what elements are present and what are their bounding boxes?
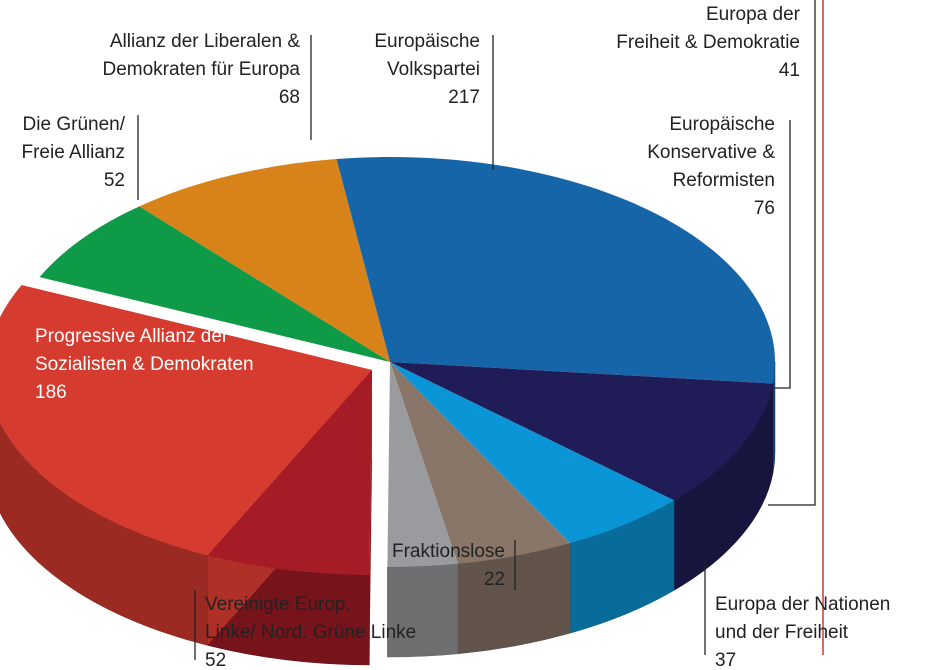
leader-line bbox=[775, 120, 791, 389]
slice-label: Demokraten für Europa bbox=[103, 59, 301, 80]
slice bbox=[336, 157, 775, 384]
slice-label: Europa der Nationen bbox=[715, 594, 890, 615]
slice-label: Europäische bbox=[669, 114, 775, 135]
value-label: 76 bbox=[754, 198, 775, 219]
slice bbox=[390, 362, 571, 564]
value-label: 217 bbox=[448, 87, 480, 108]
value-label: 52 bbox=[205, 650, 226, 670]
value-label: 37 bbox=[715, 650, 736, 670]
slice bbox=[0, 285, 372, 556]
slice-label: Europa der bbox=[706, 4, 801, 25]
pie bbox=[0, 157, 776, 666]
slice-label: Freiheit & Demokratie bbox=[616, 32, 800, 53]
slice bbox=[387, 362, 458, 568]
labels: Europäische Volkspartei 217 Europäische Kons… bbox=[22, 0, 890, 670]
slice bbox=[207, 370, 372, 575]
slice-label: und der Freiheit bbox=[715, 622, 849, 643]
slice-label: Sozialisten & Demokraten bbox=[35, 354, 254, 375]
slice-label: Konservative & bbox=[647, 142, 775, 163]
slice-side bbox=[387, 563, 459, 658]
slice bbox=[39, 206, 390, 362]
value-label: 68 bbox=[279, 87, 300, 108]
slice-label: Die Grünen/ bbox=[23, 114, 126, 135]
value-label: 52 bbox=[104, 170, 125, 191]
value-label: 22 bbox=[484, 569, 505, 590]
slice bbox=[139, 158, 390, 362]
value-label: 41 bbox=[779, 60, 800, 81]
value-label: 186 bbox=[35, 382, 67, 403]
slice-label: Freie Allianz bbox=[22, 142, 126, 163]
slice-label: Fraktionslose bbox=[392, 541, 505, 562]
slice-label: Progressive Allianz der bbox=[35, 326, 229, 347]
slice-label: Volkspartei bbox=[387, 59, 480, 80]
slice bbox=[390, 362, 675, 544]
leader-line bbox=[768, 0, 816, 506]
slice-label: Reformisten bbox=[673, 170, 775, 191]
slice-label: Linke/ Nord. Grüne Linke bbox=[205, 622, 416, 643]
slice-label: Allianz der Liberalen & bbox=[110, 31, 300, 52]
slice-label: Europäische bbox=[374, 31, 480, 52]
slice-label: Vereinigte Europ. bbox=[205, 594, 351, 615]
slice bbox=[390, 362, 773, 501]
